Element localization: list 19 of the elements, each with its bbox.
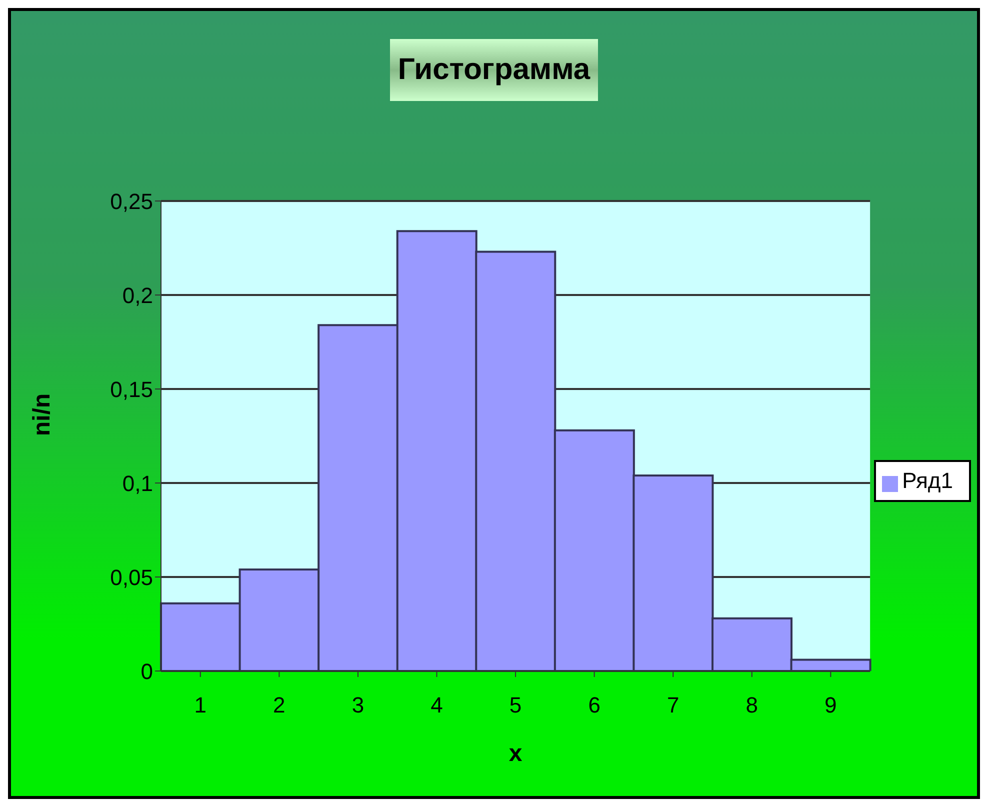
x-tick-label: 1 [194, 692, 207, 718]
x-tick-label: 7 [666, 692, 680, 718]
x-tick-label: 2 [273, 692, 286, 718]
x-tick-label: 5 [509, 692, 522, 718]
x-tick-label: 4 [430, 692, 443, 718]
y-tick-label: 0,25 [110, 188, 153, 214]
chart-title: Гистограмма [390, 39, 598, 101]
y-tick-label: 0,05 [110, 564, 153, 590]
y-tick-label: 0 [140, 658, 153, 684]
x-tick-label: 3 [352, 692, 364, 718]
x-axis-title: x [508, 740, 523, 767]
y-tick-label: 0,2 [122, 282, 153, 308]
y-axis-title: ni/n [28, 393, 56, 436]
x-tick-label: 9 [824, 692, 837, 718]
x-tick-label: 6 [588, 692, 600, 718]
y-tick-label: 0,15 [110, 376, 153, 402]
x-tick-label: 8 [746, 692, 758, 718]
legend-label: Ряд1 [902, 468, 953, 493]
y-tick-label: 0,1 [122, 470, 153, 496]
